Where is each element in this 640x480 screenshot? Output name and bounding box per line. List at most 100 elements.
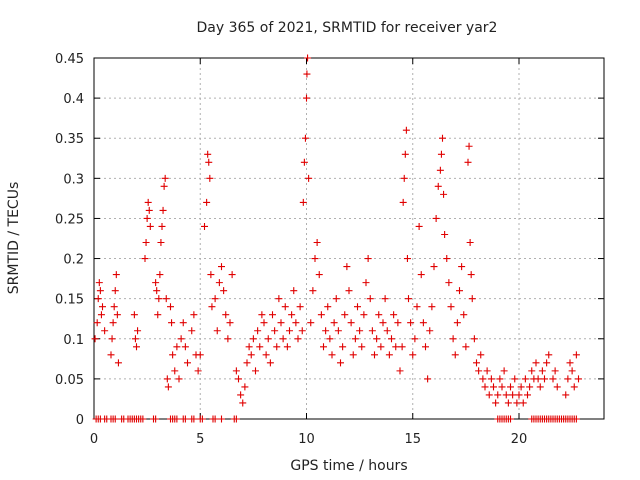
data-point xyxy=(258,311,266,319)
data-point xyxy=(477,351,485,359)
data-point xyxy=(496,375,504,383)
data-point xyxy=(449,335,457,343)
data-point xyxy=(364,255,372,263)
data-point xyxy=(553,383,561,391)
data-point xyxy=(437,150,445,158)
data-point xyxy=(441,230,449,238)
data-point xyxy=(288,311,296,319)
y-tick-label: 0.2 xyxy=(63,253,84,268)
data-point xyxy=(388,335,395,343)
data-point xyxy=(572,415,580,423)
data-point xyxy=(134,327,142,335)
data-point xyxy=(356,327,364,335)
data-point xyxy=(445,279,453,287)
y-tick-label: 0.05 xyxy=(55,373,84,388)
data-point xyxy=(313,239,321,247)
data-point xyxy=(513,399,521,407)
data-point xyxy=(283,343,291,351)
data-point xyxy=(392,343,400,351)
data-point xyxy=(305,174,313,182)
data-point xyxy=(169,351,177,359)
data-point xyxy=(143,214,151,222)
data-point xyxy=(564,375,572,383)
data-point xyxy=(524,391,531,399)
data-point xyxy=(481,383,489,391)
y-tick-label: 0.15 xyxy=(55,293,84,308)
data-point xyxy=(112,271,120,279)
data-point xyxy=(181,343,189,351)
data-point xyxy=(366,295,374,303)
grid-layer xyxy=(94,58,604,419)
data-point xyxy=(354,303,361,311)
data-point xyxy=(368,327,376,335)
data-point xyxy=(201,222,208,230)
data-point xyxy=(311,255,319,263)
data-point xyxy=(483,367,491,375)
data-point xyxy=(377,343,385,351)
data-point xyxy=(190,311,198,319)
data-point xyxy=(95,279,103,287)
data-point xyxy=(485,391,493,399)
data-point xyxy=(111,415,119,423)
data-point xyxy=(390,311,398,319)
data-point xyxy=(194,367,202,375)
data-point xyxy=(307,319,315,327)
data-point xyxy=(93,319,101,327)
data-point xyxy=(300,158,308,166)
data-point xyxy=(158,222,166,230)
data-point xyxy=(145,206,153,214)
data-point xyxy=(339,343,347,351)
data-point xyxy=(157,239,165,247)
data-point xyxy=(468,295,476,303)
data-point xyxy=(208,303,216,311)
data-point xyxy=(426,327,434,335)
data-point xyxy=(373,335,381,343)
y-tick-label: 0.35 xyxy=(55,132,84,147)
data-point xyxy=(94,295,102,303)
data-point xyxy=(566,359,574,367)
data-point xyxy=(538,367,546,375)
data-point xyxy=(549,375,557,383)
data-point xyxy=(324,303,332,311)
data-point xyxy=(428,303,436,311)
y-tick-label: 0.3 xyxy=(63,172,84,187)
data-point xyxy=(239,399,247,407)
data-point xyxy=(110,303,118,311)
data-point xyxy=(232,415,240,423)
data-point xyxy=(451,351,459,359)
data-point xyxy=(570,383,578,391)
data-point xyxy=(279,335,287,343)
data-point xyxy=(264,335,272,343)
y-tick-label: 0 xyxy=(76,413,84,428)
data-point xyxy=(204,150,212,158)
data-point xyxy=(266,359,274,367)
data-point xyxy=(235,375,242,383)
data-point xyxy=(142,239,150,247)
data-point xyxy=(184,359,191,367)
data-point xyxy=(190,415,198,423)
data-point xyxy=(139,415,147,423)
data-point xyxy=(492,399,500,407)
data-point xyxy=(371,351,378,359)
data-point xyxy=(487,375,495,383)
data-point xyxy=(551,367,559,375)
data-point xyxy=(498,383,506,391)
data-point xyxy=(572,351,580,359)
data-point xyxy=(422,343,429,351)
data-point xyxy=(206,174,214,182)
data-point xyxy=(453,319,461,327)
data-point xyxy=(470,335,478,343)
data-point xyxy=(91,335,99,343)
data-point xyxy=(154,311,162,319)
data-point xyxy=(260,319,268,327)
data-point xyxy=(226,319,234,327)
data-point xyxy=(400,174,408,182)
data-point xyxy=(385,351,393,359)
data-point xyxy=(141,255,149,263)
data-point xyxy=(343,263,351,271)
data-point xyxy=(473,359,480,367)
data-point xyxy=(504,399,512,407)
data-point xyxy=(526,383,534,391)
y-tick-label: 0.25 xyxy=(55,212,84,227)
data-point xyxy=(224,335,232,343)
